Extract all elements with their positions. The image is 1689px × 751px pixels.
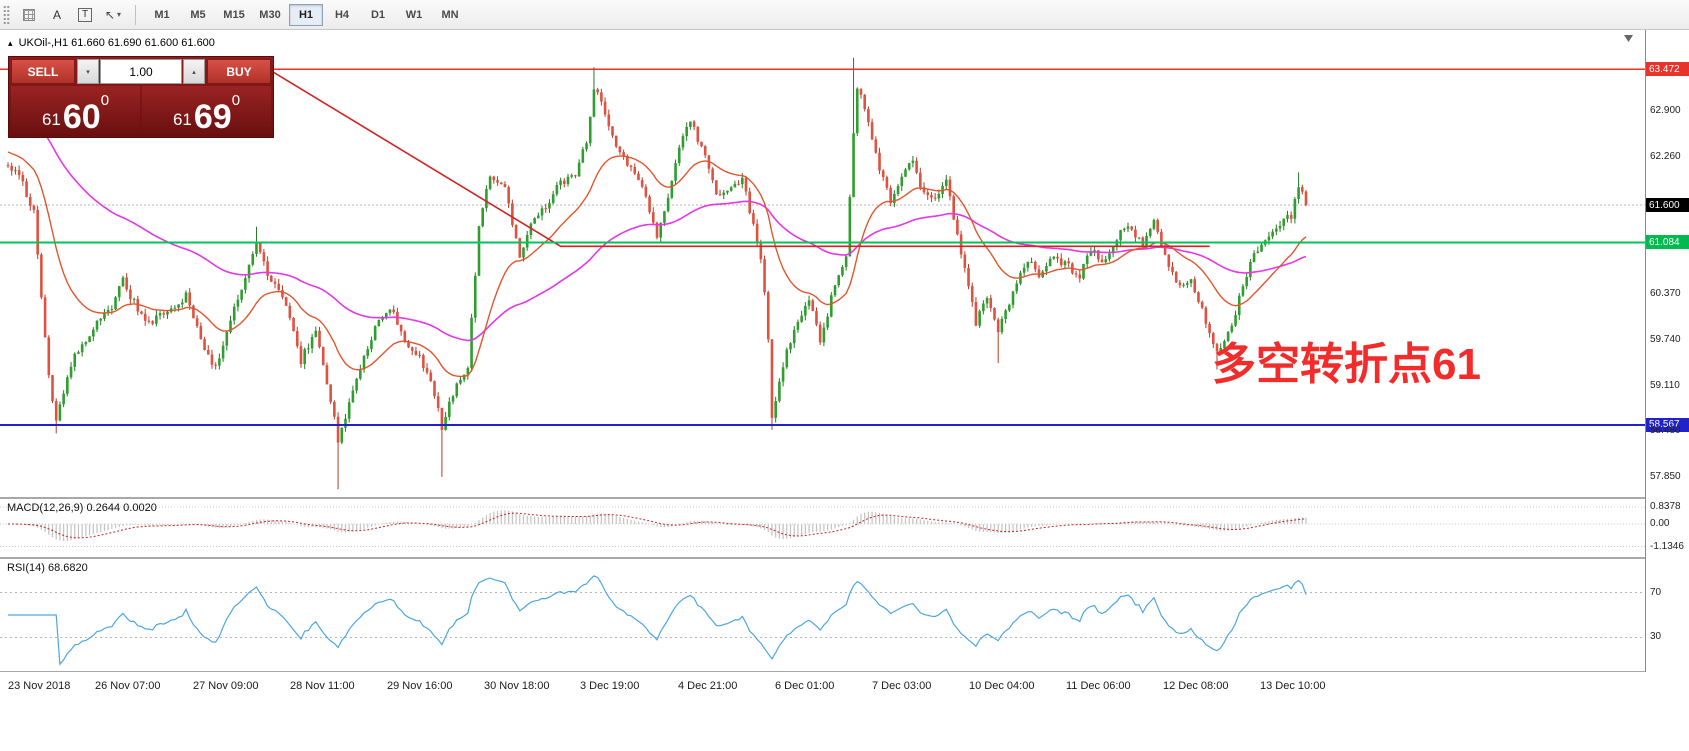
price-axis-label: 59.110 [1650, 379, 1680, 391]
macd-axis-label: 0.00 [1650, 518, 1670, 529]
price-chart[interactable] [0, 30, 1645, 497]
volume-decrease-button[interactable]: ▾ [77, 59, 99, 84]
trade-panel-row: SELL ▾ ▴ BUY [11, 59, 271, 84]
trendline[interactable] [270, 70, 1210, 248]
macd-indicator-panel[interactable]: MACD(12,26,9) 0.2644 0.0020 [0, 499, 1645, 557]
price-axis-label: 57.850 [1650, 470, 1681, 482]
text-box-icon: T [77, 7, 93, 22]
main-toolbar: A T ↖ ▾ M1 M5 M15 M30 H1 H4 D1 W1 MN [0, 0, 1689, 30]
time-axis-label: 4 Dec 21:00 [678, 680, 738, 692]
timeframe-d1-button[interactable]: D1 [370, 8, 386, 21]
time-axis-label: 13 Dec 10:00 [1260, 680, 1326, 692]
symbol-info: ▴ UKOil-,H1 61.660 61.690 61.600 61.600 [8, 37, 215, 49]
chart-grid-button[interactable] [16, 3, 42, 27]
rsi-axis-label: 70 [1650, 586, 1662, 598]
sell-price-prefix: 61 [41, 110, 61, 129]
price-axis-label: 60.370 [1650, 288, 1681, 300]
rsi-axis-label: 30 [1650, 631, 1662, 643]
rsi-line [8, 575, 1307, 666]
one-click-trade-panel: SELL ▾ ▴ BUY 61 60 0 61 69 0 [8, 56, 274, 138]
cursor-tool-button[interactable]: ↖ ▾ [100, 3, 126, 27]
macd-label: MACD(12,26,9) 0.2644 0.0020 [7, 502, 157, 514]
collapse-arrow-icon: ▴ [8, 38, 13, 48]
price-axis-label: 62.260 [1650, 151, 1681, 163]
timeframe-m5-button[interactable]: M5 [190, 8, 206, 21]
ma-slow-line [7, 107, 1307, 342]
volume-widget: ▾ ▴ [77, 59, 205, 84]
panel-splitter [0, 671, 1689, 672]
symbol-name: UKOil-,H1 [18, 37, 69, 49]
timeframe-h1-button[interactable]: H1 [289, 3, 323, 26]
macd-axis-label: -1.1346 [1650, 540, 1684, 552]
black-price-badge: 61.600 [1646, 198, 1689, 212]
time-axis-label: 23 Nov 2018 [8, 680, 71, 692]
letter-a-icon: A [52, 7, 61, 22]
time-axis-label: 6 Dec 01:00 [775, 680, 835, 692]
ohlc-values: 61.660 61.690 61.600 61.600 [71, 37, 215, 49]
rsi-indicator-panel[interactable]: RSI(14) 68.6820 [0, 559, 1645, 671]
time-axis-label: 12 Dec 08:00 [1163, 680, 1229, 692]
price-axis[interactable]: 63.472 62.900 62.260 61.600 61.084 60.370 59.7… [1645, 30, 1689, 751]
buy-price-prefix: 61 [172, 110, 192, 129]
chevron-down-icon: ▾ [117, 10, 122, 19]
time-axis-label: 10 Dec 04:00 [969, 680, 1035, 692]
cursor-icon: ↖ [104, 7, 116, 22]
timeframe-group: M1 M5 M15 M30 H1 H4 D1 W1 MN [144, 3, 468, 26]
time-axis-label: 11 Dec 06:00 [1066, 680, 1131, 692]
chart-shift-marker[interactable] [1624, 35, 1633, 42]
macd-axis-label: 0.8378 [1650, 501, 1681, 513]
price-axis-label: 58.480 [1650, 425, 1681, 437]
time-axis-label: 27 Nov 09:00 [193, 680, 259, 692]
timeframe-m30-button[interactable]: M30 [259, 8, 281, 21]
chart-annotation-text: 多空转折点61 [1212, 340, 1481, 389]
green-price-badge: 61.084 [1646, 235, 1689, 250]
timeframe-w1-button[interactable]: W1 [405, 8, 423, 21]
time-axis-label: 3 Dec 19:00 [580, 680, 640, 692]
time-axis-label: 28 Nov 11:00 [290, 680, 355, 692]
sell-price-display[interactable]: 61 60 0 [11, 86, 140, 135]
ma-fast-line [7, 151, 1307, 378]
sell-price-pip: 0 [100, 92, 110, 109]
font-tool-button[interactable]: A [44, 3, 70, 27]
sell-button[interactable]: SELL [11, 59, 75, 84]
price-axis-label: 59.740 [1650, 333, 1681, 345]
time-axis-label: 26 Nov 07:00 [95, 680, 161, 692]
volume-input[interactable] [100, 59, 182, 84]
text-tool-button[interactable]: T [72, 3, 98, 27]
buy-price-pip: 0 [231, 92, 241, 109]
buy-button[interactable]: BUY [207, 59, 271, 84]
sell-price-main: 60 [62, 98, 101, 137]
time-axis-label: 29 Nov 16:00 [387, 680, 453, 692]
toolbar-separator [135, 4, 136, 25]
timeframe-h4-button[interactable]: H4 [334, 8, 350, 21]
macd-chart[interactable] [0, 499, 1645, 557]
panel-splitter[interactable] [0, 557, 1689, 559]
panel-splitter[interactable] [0, 497, 1689, 499]
rsi-label: RSI(14) 68.6820 [7, 562, 88, 574]
red-price-badge: 63.472 [1646, 62, 1689, 77]
timeframe-m15-button[interactable]: M15 [223, 8, 245, 21]
price-axis-label: 62.900 [1650, 104, 1681, 116]
buy-price-main: 69 [193, 98, 232, 137]
blue-price-badge: 58.567 [1646, 417, 1689, 432]
trade-panel-prices: 61 60 0 61 69 0 [11, 86, 271, 135]
timeframe-mn-button[interactable]: MN [441, 8, 459, 21]
timeframe-m1-button[interactable]: M1 [154, 8, 170, 21]
price-chart-panel[interactable]: ▴ UKOil-,H1 61.660 61.690 61.600 61.600 … [0, 30, 1645, 497]
volume-increase-button[interactable]: ▴ [183, 59, 205, 84]
rsi-chart[interactable] [0, 559, 1645, 671]
time-axis-label: 30 Nov 18:00 [484, 680, 550, 692]
time-axis[interactable]: 23 Nov 2018 26 Nov 07:00 27 Nov 09:00 28 No… [0, 672, 1689, 751]
grid-icon [23, 8, 35, 21]
time-axis-label: 7 Dec 03:00 [872, 680, 932, 692]
toolbar-drag-handle[interactable] [3, 4, 10, 25]
buy-price-display[interactable]: 61 69 0 [142, 86, 271, 135]
